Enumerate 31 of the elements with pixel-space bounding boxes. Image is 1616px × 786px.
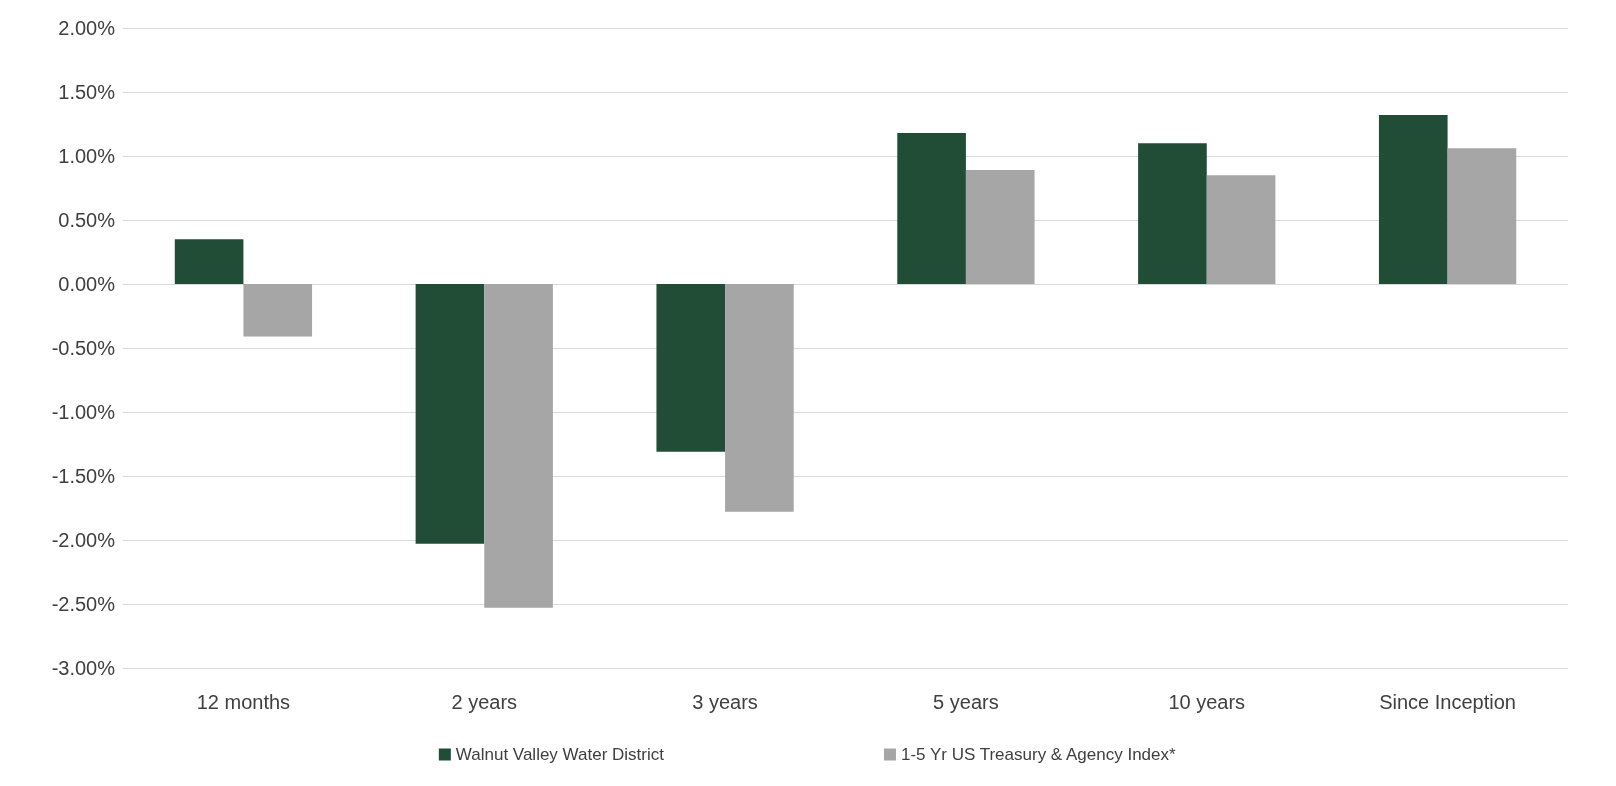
y-tick-label: -3.00% — [51, 657, 116, 679]
x-tick-label: 5 years — [933, 691, 999, 713]
bar — [965, 170, 1035, 284]
x-tick-label: 2 years — [451, 691, 518, 713]
x-tick-label: 3 years — [692, 691, 758, 713]
bar — [243, 284, 313, 337]
bar — [1206, 175, 1276, 284]
bar — [897, 132, 966, 284]
y-tick-label: -0.50% — [51, 337, 116, 359]
x-tick-label: 10 years — [1168, 691, 1246, 713]
bar — [174, 239, 244, 284]
bar — [1378, 115, 1448, 284]
bar — [415, 284, 485, 544]
bar — [656, 284, 726, 452]
bar — [725, 284, 794, 512]
y-tick-label: 1.00% — [58, 145, 116, 167]
y-tick-label: 0.50% — [58, 209, 116, 231]
y-tick-label: -1.00% — [51, 401, 116, 423]
legend-label: 1-5 Yr US Treasury & Agency Index* — [900, 745, 1176, 764]
x-tick-label: 12 months — [196, 691, 291, 713]
bar — [1138, 143, 1207, 284]
y-tick-label: -1.50% — [51, 465, 116, 487]
bar — [484, 284, 553, 608]
legend-label: Walnut Valley Water District — [455, 745, 665, 764]
y-tick-label: 1.50% — [58, 81, 116, 103]
y-tick-label: 0.00% — [58, 273, 116, 295]
bar — [1447, 148, 1517, 284]
y-tick-label: -2.00% — [51, 529, 116, 551]
y-tick-label: 2.00% — [58, 17, 116, 39]
y-tick-label: -2.50% — [51, 593, 116, 615]
x-tick-label: Since Inception — [1379, 691, 1516, 713]
